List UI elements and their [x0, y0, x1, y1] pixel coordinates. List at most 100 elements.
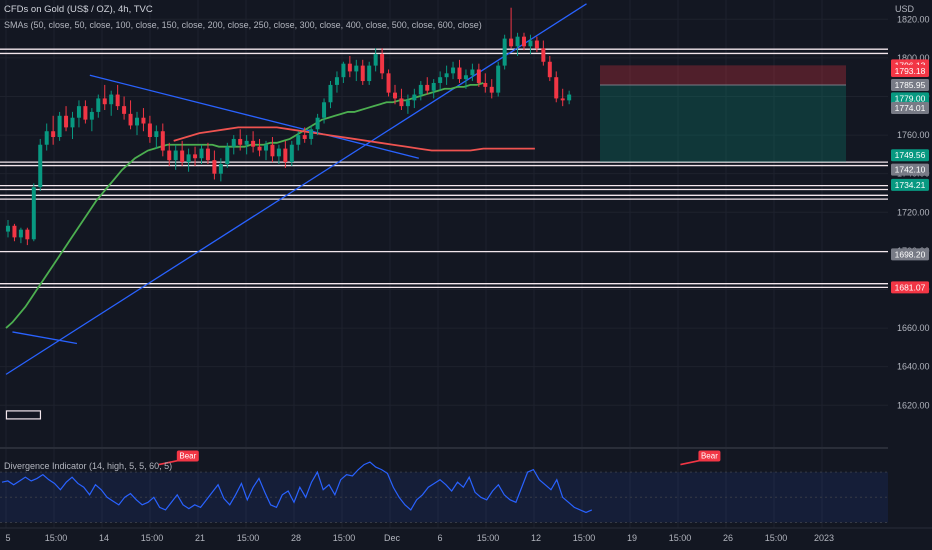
drawing-box	[5, 410, 42, 420]
time-tick-label: 2023	[814, 533, 834, 543]
time-tick-label: 15:00	[237, 533, 260, 543]
short-position-box[interactable]	[600, 65, 846, 163]
candle-body	[367, 65, 372, 82]
candle-body	[218, 164, 223, 174]
candle-body	[115, 94, 120, 107]
currency-label: USD	[894, 4, 914, 14]
price-label-text: 1698.20	[895, 249, 926, 259]
price-label-text: 1793.18	[895, 66, 926, 76]
candle-body	[496, 65, 501, 93]
stop-loss-zone	[600, 65, 846, 86]
time-tick-label: 28	[291, 533, 301, 543]
candle-body	[444, 73, 449, 78]
candle-body	[322, 102, 327, 118]
candle-body	[38, 144, 43, 188]
price-label-text: 1779.00	[895, 93, 926, 103]
bear-label: Bear	[179, 452, 196, 461]
price-label-box	[891, 102, 929, 115]
oscillator-line	[1, 461, 593, 514]
candle-body	[135, 117, 139, 126]
candle-body	[296, 135, 301, 145]
candle-body	[199, 148, 204, 159]
candle-body	[57, 115, 62, 138]
candle-body	[31, 187, 36, 240]
time-tick-label: 6	[437, 533, 442, 543]
price-label-box	[891, 178, 929, 191]
time-tick-label: 15:00	[573, 533, 596, 543]
candle-body	[147, 123, 152, 138]
time-tick-label: 5	[5, 533, 10, 543]
candle-body	[44, 131, 49, 145]
time-axis[interactable]: 5 15:00 14 15:00 21 15:00 28 15:00 Dec 6 15:00 12 15…	[0, 527, 932, 550]
candle-body	[212, 160, 217, 174]
symbol-title[interactable]: CFDs on Gold (US$ / OZ), 4h, TVC	[4, 4, 153, 15]
candle-body	[244, 140, 249, 145]
candle-body	[64, 115, 69, 128]
candle-body	[547, 61, 552, 78]
candle-body	[160, 131, 165, 151]
candle-body	[315, 117, 320, 130]
trendlines[interactable]	[5, 3, 587, 420]
candle-body	[328, 84, 333, 103]
candle-body	[18, 229, 23, 238]
candle-body	[238, 138, 243, 145]
time-tick-label: 26	[723, 533, 733, 543]
price-label-box	[891, 65, 929, 78]
price-label-box	[891, 248, 929, 261]
price-label-box	[891, 281, 929, 294]
candle-body	[341, 63, 346, 78]
candle-body	[528, 40, 533, 47]
time-tick-label: 15:00	[477, 533, 500, 543]
candle-body	[6, 225, 10, 232]
candle-body	[334, 77, 339, 85]
trendline	[12, 331, 78, 345]
candle-body	[489, 86, 494, 93]
time-tick-label: 14	[99, 533, 109, 543]
candle-body	[225, 146, 230, 165]
candle-body	[541, 48, 546, 62]
price-label-box	[891, 79, 929, 92]
candle-body	[425, 84, 430, 91]
price-tick-label: 1640.00	[897, 362, 930, 372]
sma-legend[interactable]: SMAs (50, close, 50, close, 100, close, …	[4, 20, 482, 30]
candle-body	[154, 131, 159, 138]
price-tick-label: 1800.00	[897, 53, 930, 63]
price-label-box	[891, 163, 929, 176]
candle-body	[51, 131, 56, 138]
candle-body	[399, 98, 404, 107]
candle-body	[554, 77, 559, 99]
candle-body	[405, 100, 410, 107]
bear-label: Bear	[701, 452, 718, 461]
candle-body	[167, 150, 172, 161]
price-labels: 1796.131793.181785.951779.0002:08:501774…	[891, 59, 929, 294]
candle-body	[231, 138, 236, 147]
candle-body	[122, 106, 127, 114]
candle-body	[451, 67, 456, 74]
candle-body	[270, 144, 275, 157]
price-label-text: 1749.56	[895, 150, 926, 160]
candle-body	[354, 65, 359, 72]
candle-body	[457, 67, 462, 80]
price-label-text: 1681.07	[895, 282, 926, 292]
candle-body	[25, 229, 30, 240]
candle-body	[257, 146, 262, 151]
price-tick-label: 1820.00	[897, 14, 930, 24]
price-axis-bg	[888, 0, 932, 550]
time-axis-bg	[0, 528, 932, 550]
indicator-legend[interactable]: Divergence Indicator (14, high, 5, 5, 60…	[4, 461, 173, 471]
time-tick-label: 12	[531, 533, 541, 543]
time-tick-label: 19	[627, 533, 637, 543]
price-tick-label: 1720.00	[897, 207, 930, 217]
time-tick-label: Dec	[384, 533, 401, 543]
candle-body	[70, 117, 75, 128]
bear-badge	[176, 450, 199, 462]
price-label-text: 1785.95	[895, 80, 926, 90]
bear-badge	[698, 450, 721, 462]
candle-body	[128, 113, 133, 126]
candle-body	[276, 148, 281, 157]
candle-body	[418, 84, 423, 95]
sma-fast-line	[173, 126, 535, 152]
candle-body	[567, 94, 572, 101]
candle-body	[431, 82, 436, 91]
